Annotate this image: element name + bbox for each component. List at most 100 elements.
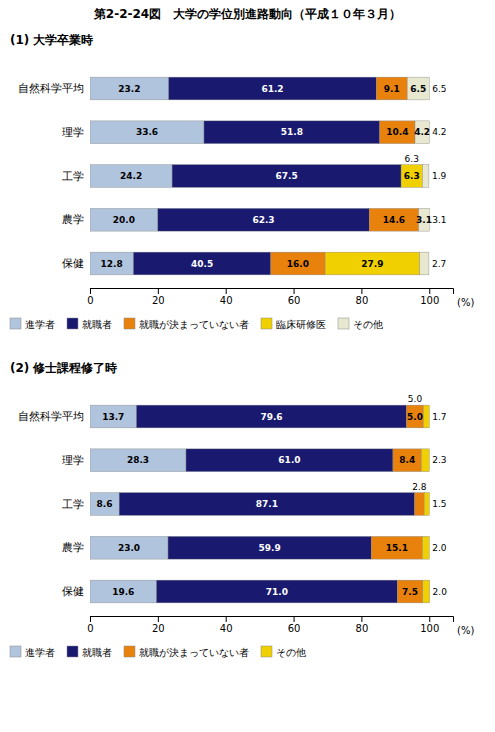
- legend-label: 就職者: [82, 647, 112, 658]
- end-label: 2.0: [432, 543, 447, 553]
- y-tick: 工学: [62, 170, 84, 183]
- end-label: 6.5: [432, 84, 446, 94]
- data-label: 59.9: [259, 543, 281, 553]
- x-axis-line: [91, 289, 454, 295]
- legend-swatch: [338, 318, 349, 329]
- legend-label: 就職が決まっていない者: [139, 319, 249, 330]
- x-tick: 80: [356, 616, 369, 634]
- data-label: 24.2: [120, 171, 142, 181]
- bar-segment: [90, 405, 136, 428]
- end-label: 1.5: [432, 499, 446, 509]
- chart-0: (1) 大学卒業時23.261.29.16.56.533.651.810.44.…: [10, 33, 474, 330]
- legend-label: 進学者: [25, 647, 55, 658]
- data-label: 61.0: [278, 455, 300, 465]
- bar-segment: [407, 77, 429, 100]
- legend-label: 就職者: [82, 319, 112, 330]
- legend-item: 就職が決まっていない者: [124, 318, 249, 330]
- x-tick-mark: [361, 616, 362, 622]
- x-tick-mark: [361, 288, 362, 294]
- bar-segment: [90, 208, 158, 231]
- x-tick-mark: [429, 288, 430, 294]
- bar-segment: [136, 405, 406, 428]
- data-label: 71.0: [266, 587, 288, 597]
- data-label: 27.9: [361, 259, 383, 269]
- x-tick-label: 80: [356, 295, 369, 306]
- bar-segment: [380, 121, 415, 144]
- data-label: 51.8: [281, 127, 303, 137]
- y-tick-label: 工学: [62, 498, 84, 511]
- legend-item: 進学者: [10, 646, 55, 658]
- bar-segment: [133, 252, 270, 275]
- data-label: 8.4: [399, 455, 415, 465]
- data-label: 6.5: [410, 84, 426, 94]
- bar-segment: [422, 165, 428, 188]
- x-axis: 020406080100: [87, 288, 453, 306]
- legend-swatch: [124, 646, 135, 657]
- bar-segment: [397, 580, 422, 603]
- legend: 進学者就職者就職が決まっていない者臨床研修医その他: [10, 318, 383, 330]
- legend-item: その他: [261, 646, 306, 658]
- data-label: 23.0: [118, 543, 140, 553]
- y-tick-label: 自然科学平均: [18, 410, 84, 423]
- end-label: 2.0: [433, 587, 448, 597]
- data-label: 40.5: [191, 259, 213, 269]
- x-tick-mark: [158, 616, 159, 622]
- legend-label: 就職が決まっていない者: [139, 647, 249, 658]
- x-axis-label: (%): [457, 625, 474, 636]
- bar-segment: [90, 77, 169, 100]
- bar-segment: [90, 252, 133, 275]
- above-label: 5.0: [408, 394, 423, 404]
- x-tick: 100: [420, 288, 439, 306]
- bar-segment: [90, 165, 172, 188]
- y-axis: 自然科学平均理学工学農学保健: [18, 82, 84, 270]
- x-tick-mark: [90, 288, 91, 294]
- data-label: 19.6: [112, 587, 134, 597]
- bar-segment: [371, 536, 422, 559]
- x-tick-label: 0: [87, 623, 93, 634]
- legend-swatch: [124, 318, 135, 329]
- legend: 進学者 就職者 就職が決まっていない者 その他: [10, 646, 306, 658]
- bar-segment: [376, 77, 407, 100]
- bar-segment: [271, 252, 325, 275]
- bar-segment: [401, 165, 422, 188]
- legend-swatch: [261, 318, 272, 329]
- bars: [90, 77, 429, 275]
- x-tick-label: 100: [420, 623, 439, 634]
- bar-segment: [90, 121, 204, 144]
- x-tick: 0: [87, 288, 93, 306]
- bar-segment: [369, 208, 419, 231]
- legend-item: 就職者: [67, 318, 112, 330]
- data-label: 9.1: [384, 84, 400, 94]
- bar-segment: [415, 121, 429, 144]
- bar-segment: [325, 252, 420, 275]
- bar-segment: [90, 449, 186, 472]
- legend-item: 就職者: [67, 646, 112, 658]
- bar-segment: [420, 252, 429, 275]
- data-label: 87.1: [256, 499, 278, 509]
- data-label: 12.8: [101, 259, 123, 269]
- main-title: 第2-2-24図 大学の学位別進路動向（平成１０年３月）: [93, 7, 401, 21]
- x-tick: 60: [288, 616, 301, 634]
- data-label: 20.0: [113, 215, 135, 225]
- x-tick-label: 80: [356, 623, 369, 634]
- y-tick-label: 保健: [62, 257, 84, 270]
- data-label: 23.2: [118, 84, 140, 94]
- x-tick: 80: [356, 288, 369, 306]
- bar-segment: [169, 77, 377, 100]
- chart-1: (2) 修士課程修了時13.779.65.05.01.728.361.08.42…: [10, 361, 474, 658]
- end-label: 1.7: [432, 412, 446, 422]
- bar-segment: [393, 449, 421, 472]
- x-tick: 20: [152, 288, 165, 306]
- y-tick: 自然科学平均: [18, 82, 84, 95]
- x-tick-mark: [90, 616, 91, 622]
- end-label: 1.9: [432, 171, 447, 181]
- bar-segment: [415, 493, 424, 516]
- y-tick: 保健: [62, 585, 84, 598]
- end-label: 2.7: [432, 259, 446, 269]
- data-label: 15.1: [386, 543, 408, 553]
- y-tick: 農学: [62, 541, 84, 554]
- bar-segment: [90, 536, 168, 559]
- y-tick: 保健: [62, 257, 84, 270]
- legend-swatch: [67, 646, 78, 657]
- bar-segment: [90, 580, 156, 603]
